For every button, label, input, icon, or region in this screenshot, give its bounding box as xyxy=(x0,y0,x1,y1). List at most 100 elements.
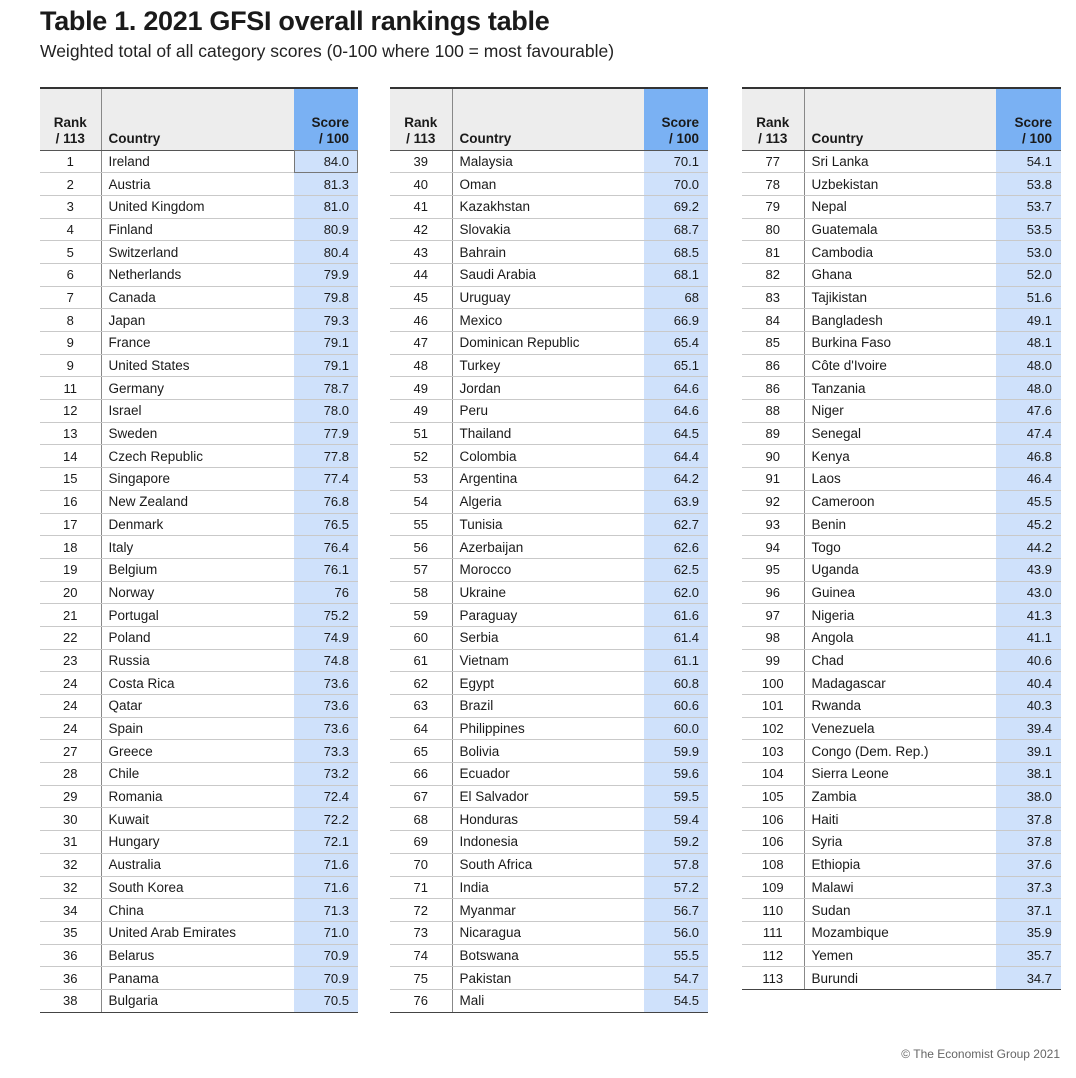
score-cell: 37.1 xyxy=(996,898,1061,922)
score-cell: 54.1 xyxy=(996,150,1061,174)
score-cell: 81.0 xyxy=(294,195,358,219)
country-cell: Switzerland xyxy=(101,240,294,264)
table-row: 60 Serbia 61.4 xyxy=(390,626,708,650)
page-title: Table 1. 2021 GFSI overall rankings tabl… xyxy=(40,6,550,36)
table-row: 7 Canada 79.8 xyxy=(40,286,358,310)
country-cell: Cambodia xyxy=(804,240,996,264)
score-cell: 81.3 xyxy=(294,172,358,196)
rank-cell: 45 xyxy=(390,286,453,310)
country-cell: Singapore xyxy=(101,467,294,491)
score-cell: 34.7 xyxy=(996,966,1061,990)
country-cell: Venezuela xyxy=(804,717,996,741)
score-cell: 48.0 xyxy=(996,354,1061,378)
table-row: 80 Guatemala 53.5 xyxy=(742,218,1061,242)
rank-cell: 60 xyxy=(390,626,453,650)
score-cell: 65.4 xyxy=(644,331,708,355)
table-row: 92 Cameroon 45.5 xyxy=(742,490,1061,514)
rank-cell: 105 xyxy=(742,785,805,809)
rank-cell: 15 xyxy=(40,467,102,491)
score-cell: 70.5 xyxy=(294,989,358,1013)
score-cell: 76 xyxy=(294,581,358,605)
table-row: 102 Venezuela 39.4 xyxy=(742,717,1061,741)
country-cell: Vietnam xyxy=(452,649,644,673)
rank-cell: 85 xyxy=(742,331,805,355)
table-row: 101 Rwanda 40.3 xyxy=(742,694,1061,718)
table-row: 29 Romania 72.4 xyxy=(40,785,358,809)
rank-cell: 95 xyxy=(742,558,805,582)
rank-cell: 106 xyxy=(742,807,805,832)
rank-cell: 35 xyxy=(40,921,102,945)
rank-cell: 64 xyxy=(390,717,453,741)
score-cell: 72.1 xyxy=(294,830,358,854)
table-row: 2 Austria 81.3 xyxy=(40,172,358,196)
country-cell: United Arab Emirates xyxy=(101,921,294,945)
score-header: Score/ 100 xyxy=(294,87,358,151)
table-row: 65 Bolivia 59.9 xyxy=(390,739,708,764)
country-cell: Sweden xyxy=(101,422,294,446)
score-header-sublabel: / 100 xyxy=(318,130,349,146)
score-cell: 43.9 xyxy=(996,558,1061,582)
country-cell: Myanmar xyxy=(452,898,644,922)
rank-cell: 102 xyxy=(742,717,805,741)
country-cell: Panama xyxy=(101,966,294,990)
table-row: 41 Kazakhstan 69.2 xyxy=(390,195,708,219)
country-cell: Syria xyxy=(804,830,996,854)
score-cell: 79.3 xyxy=(294,308,358,332)
rank-cell: 30 xyxy=(40,807,102,832)
score-cell: 61.1 xyxy=(644,649,708,673)
country-cell: Italy xyxy=(101,535,294,559)
score-cell: 80.9 xyxy=(294,218,358,242)
table-row: 30 Kuwait 72.2 xyxy=(40,807,358,832)
rank-cell: 108 xyxy=(742,853,805,877)
table-row: 35 United Arab Emirates 71.0 xyxy=(40,921,358,945)
table-row: 17 Denmark 76.5 xyxy=(40,513,358,537)
table-row: 34 China 71.3 xyxy=(40,898,358,922)
score-cell: 56.0 xyxy=(644,921,708,945)
score-header-label: Score xyxy=(1014,114,1052,130)
score-cell: 68.5 xyxy=(644,240,708,264)
score-cell: 57.8 xyxy=(644,853,708,877)
country-cell: El Salvador xyxy=(452,785,644,809)
country-cell: Kazakhstan xyxy=(452,195,644,219)
country-cell: Egypt xyxy=(452,671,644,695)
country-cell: Qatar xyxy=(101,694,294,718)
table-row: 89 Senegal 47.4 xyxy=(742,422,1061,446)
score-cell: 46.4 xyxy=(996,467,1061,491)
score-cell: 62.0 xyxy=(644,581,708,605)
rank-cell: 40 xyxy=(390,172,453,196)
country-cell: Guinea xyxy=(804,581,996,605)
header-row: Rank/ 113 Country Score/ 100 xyxy=(390,87,708,151)
rank-cell: 8 xyxy=(40,308,102,332)
country-cell: Ireland xyxy=(101,150,294,174)
score-cell: 63.9 xyxy=(644,490,708,514)
rank-cell: 99 xyxy=(742,649,805,673)
country-cell: Togo xyxy=(804,535,996,559)
table-row: 61 Vietnam 61.1 xyxy=(390,649,708,673)
country-cell: Belgium xyxy=(101,558,294,582)
table-row: 86 Côte d'Ivoire 48.0 xyxy=(742,354,1061,378)
country-cell: Kuwait xyxy=(101,807,294,832)
rank-cell: 6 xyxy=(40,263,102,287)
table-row: 83 Tajikistan 51.6 xyxy=(742,286,1061,310)
table-row: 4 Finland 80.9 xyxy=(40,218,358,242)
score-cell: 73.6 xyxy=(294,694,358,718)
rank-cell: 91 xyxy=(742,467,805,491)
country-cell: France xyxy=(101,331,294,355)
table-row: 39 Malaysia 70.1 xyxy=(390,150,708,174)
country-cell: Finland xyxy=(101,218,294,242)
score-cell: 56.7 xyxy=(644,898,708,922)
rank-header-label: Rank xyxy=(404,114,438,130)
rank-cell: 55 xyxy=(390,513,453,537)
score-cell: 40.6 xyxy=(996,649,1061,673)
score-cell: 54.7 xyxy=(644,966,708,990)
country-cell: Oman xyxy=(452,172,644,196)
score-cell: 68 xyxy=(644,286,708,310)
score-cell: 46.8 xyxy=(996,444,1061,469)
score-cell: 41.3 xyxy=(996,603,1061,627)
country-cell: Nepal xyxy=(804,195,996,219)
table-row: 20 Norway 76 xyxy=(40,581,358,605)
rank-cell: 63 xyxy=(390,694,453,718)
rank-header-label: Rank xyxy=(756,114,790,130)
score-cell: 59.2 xyxy=(644,830,708,854)
table-row: 75 Pakistan 54.7 xyxy=(390,966,708,990)
